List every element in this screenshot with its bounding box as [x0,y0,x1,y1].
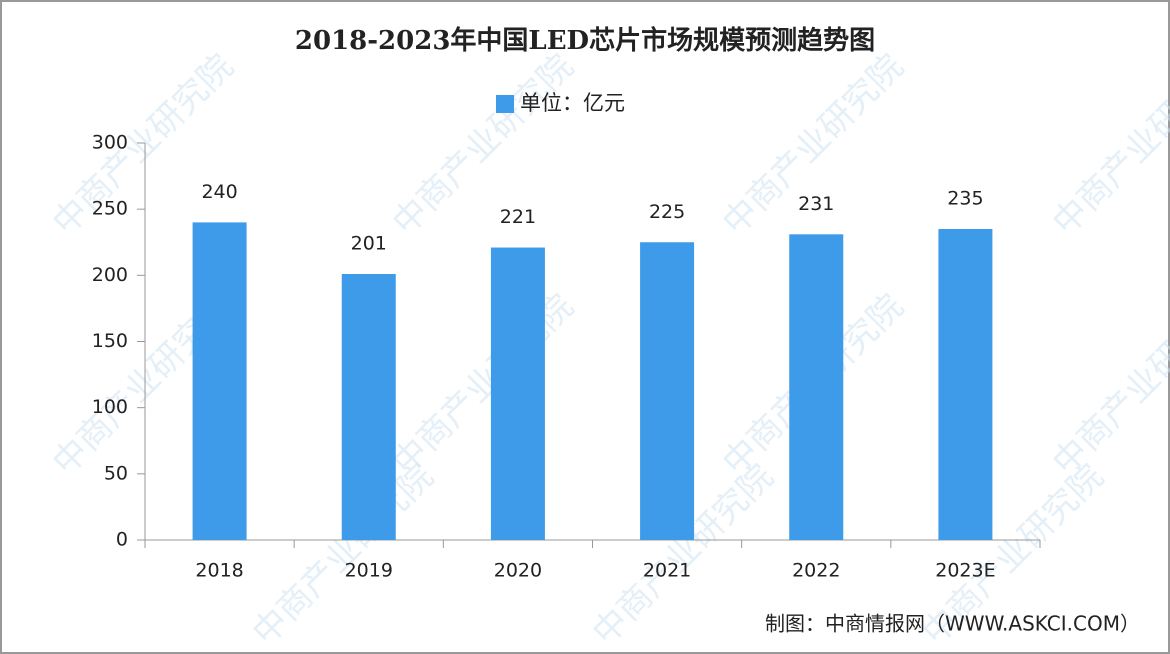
x-tick-label: 2021 [643,560,691,582]
x-tick-label: 2023E [935,560,995,582]
y-tick-label: 100 [92,396,128,418]
data-label: 201 [351,233,387,255]
legend-swatch [496,95,514,113]
y-tick-label: 0 [116,529,128,551]
y-tick-label: 200 [92,264,128,286]
bar [640,242,695,540]
y-tick-label: 150 [92,330,128,352]
bar [341,274,396,540]
bar [490,247,545,540]
data-label: 231 [798,193,834,215]
chart-title: 2018-2023年中国LED芯片市场规模预测趋势图 [295,25,875,56]
y-tick-label: 50 [104,462,128,484]
y-tick-label: 250 [92,198,128,220]
bar [192,222,247,540]
bar [789,234,844,540]
data-label: 235 [947,188,983,210]
x-tick-label: 2019 [345,560,393,582]
x-tick-label: 2020 [494,560,542,582]
y-tick-label: 300 [92,132,128,154]
x-tick-label: 2018 [195,560,243,582]
data-label: 240 [201,181,237,203]
source: 制图：中商情报网（WWW.ASKCI.COM） [765,612,1140,636]
x-tick-label: 2022 [792,560,840,582]
data-label: 225 [649,201,685,223]
data-label: 221 [500,206,536,228]
bar [938,229,993,540]
legend-label: 单位：亿元 [520,91,625,115]
